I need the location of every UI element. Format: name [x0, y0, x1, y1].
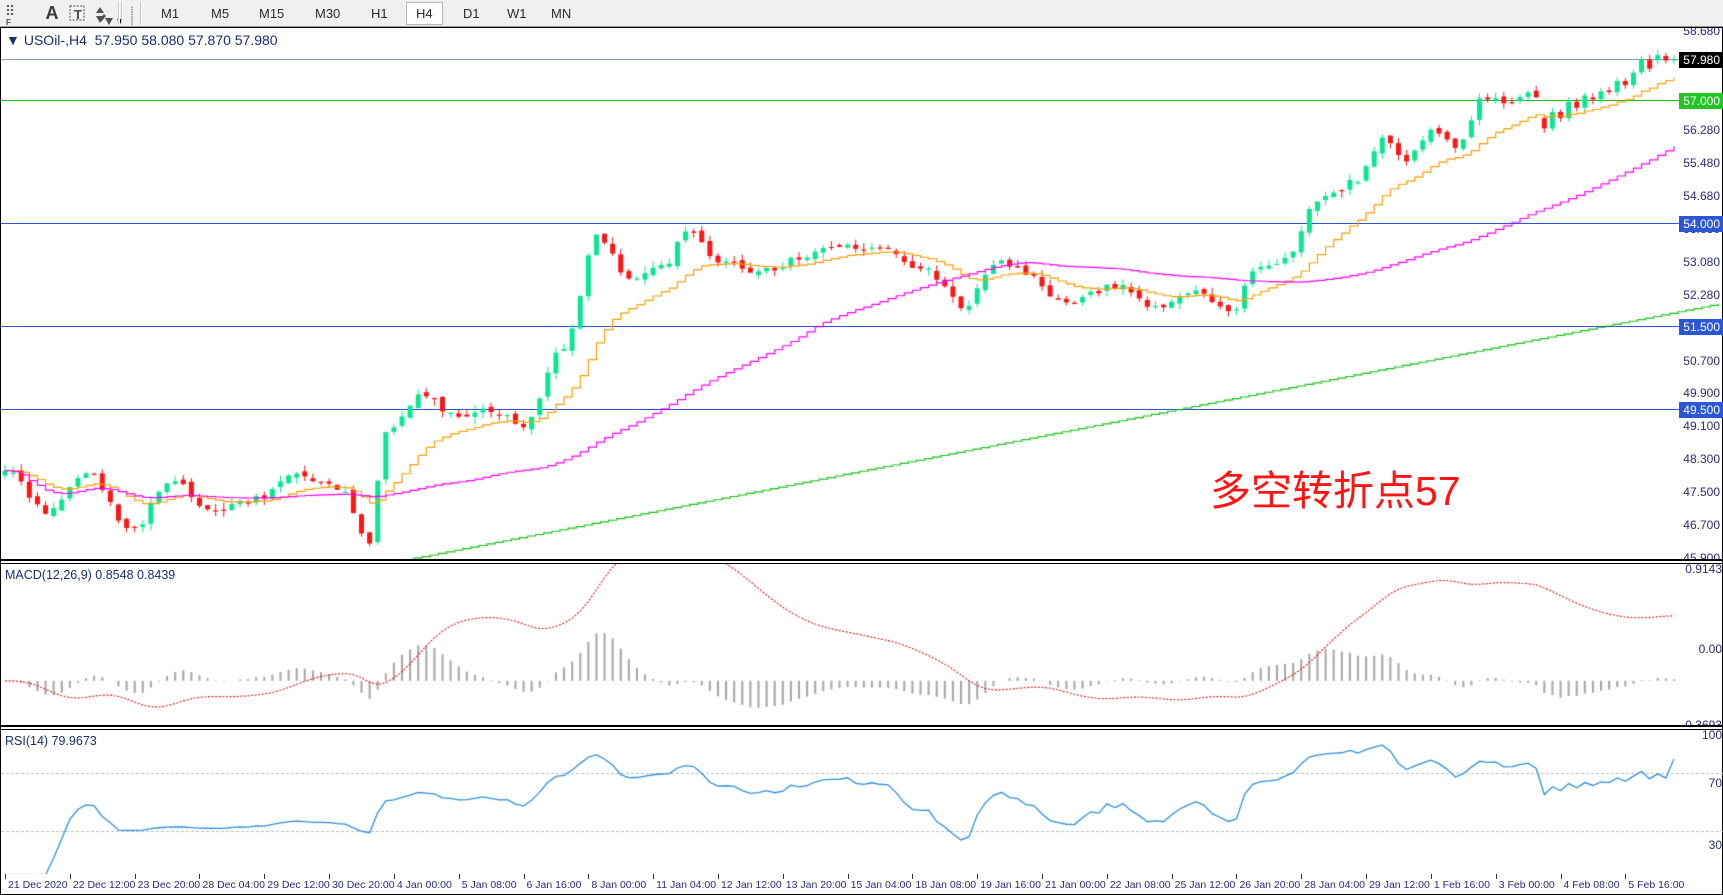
svg-text:F: F — [6, 18, 11, 27]
svg-text:T: T — [74, 7, 82, 22]
